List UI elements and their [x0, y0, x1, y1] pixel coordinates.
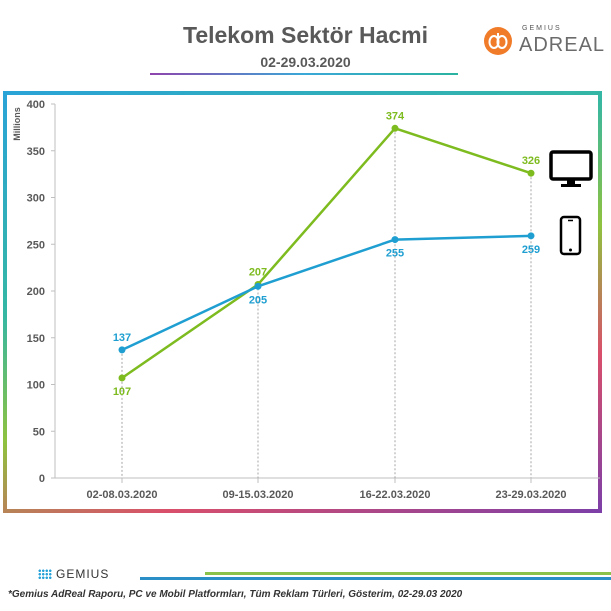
- page-subtitle: 02-29.03.2020: [260, 54, 351, 70]
- smartphone-icon: [559, 215, 582, 256]
- data-point: [391, 236, 399, 244]
- y-tick-label: 0: [39, 473, 45, 485]
- x-tick-label: 02-08.03.2020: [87, 489, 158, 501]
- monitor-base: [561, 184, 581, 187]
- data-label: 137: [113, 332, 131, 344]
- series-line: [121, 234, 532, 352]
- data-label: 107: [113, 386, 131, 398]
- data-point: [118, 374, 126, 382]
- source-footnote: *Gemius AdReal Raporu, PC ve Mobil Platf…: [8, 589, 463, 600]
- footer-rule-green: [205, 572, 611, 575]
- data-label: 259: [522, 244, 540, 256]
- adreal-logo-gemius: GEMIUS: [522, 25, 562, 32]
- data-point: [254, 282, 262, 290]
- y-tick-label: 150: [27, 333, 45, 345]
- x-tick-label: 16-22.03.2020: [360, 489, 431, 501]
- desktop-monitor-icon: [549, 150, 593, 187]
- gemius-dots-icon: [38, 569, 52, 579]
- series-line: [121, 127, 532, 379]
- data-point: [391, 124, 399, 132]
- y-tick-label: 250: [27, 239, 45, 251]
- adreal-logo: GEMIUS ADREAL: [484, 24, 604, 58]
- data-label: 255: [386, 248, 404, 260]
- page-title: Telekom Sektör Hacmi: [182, 22, 428, 48]
- y-tick-label: 200: [27, 286, 45, 298]
- gemius-footer-logo: GEMIUS: [38, 567, 109, 581]
- chart-axes: 0 50 100 150 200 250 300 350 400 Millions 02-08.03…: [12, 99, 600, 501]
- phone-body: [559, 215, 582, 256]
- chart-series: 107 207 374 326 137 205 255 259: [113, 110, 540, 398]
- y-tick-label: 50: [33, 426, 45, 438]
- adreal-logo-text: ADREAL: [519, 34, 606, 56]
- monitor-screen: [549, 150, 593, 181]
- y-tick-label: 350: [27, 146, 45, 158]
- footer-rule-blue: [140, 577, 611, 580]
- data-point: [527, 232, 535, 240]
- y-tick-label: 300: [27, 193, 45, 205]
- monitor-neck: [567, 180, 575, 185]
- chart-legend: [549, 150, 593, 256]
- title-underline: [150, 73, 458, 75]
- data-point: [527, 169, 535, 177]
- x-tick-label: 23-29.03.2020: [496, 489, 567, 501]
- phone-button: [569, 248, 572, 252]
- y-tick-label: 400: [27, 99, 45, 111]
- category-guides: [121, 128, 532, 478]
- data-label: 207: [249, 266, 267, 278]
- y-tick-label: 100: [27, 380, 45, 392]
- gemius-footer-text: GEMIUS: [56, 567, 110, 581]
- adreal-logo-mark: [484, 27, 512, 55]
- data-label: 374: [386, 110, 405, 122]
- data-point: [118, 346, 126, 354]
- data-label: 205: [249, 294, 267, 306]
- y-axis-label: Millions: [12, 107, 22, 141]
- data-label: 326: [522, 155, 540, 167]
- x-tick-label: 09-15.03.2020: [223, 489, 294, 501]
